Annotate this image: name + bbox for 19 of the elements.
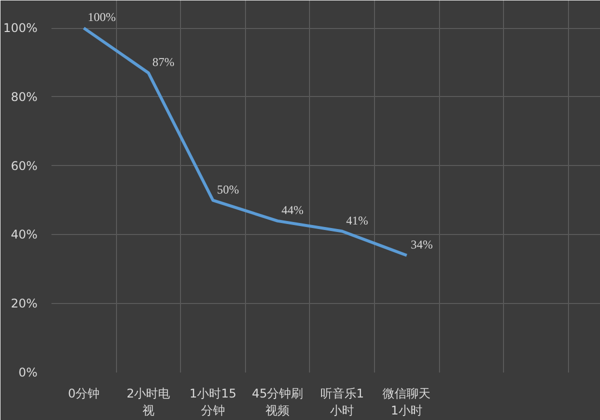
x-tick-label: 微信聊天1小时 bbox=[382, 386, 431, 418]
y-tick-label: 20% bbox=[10, 296, 38, 311]
y-tick-label: 100% bbox=[3, 21, 38, 36]
data-label: 34% bbox=[410, 237, 433, 252]
data-label: 44% bbox=[282, 202, 304, 217]
data-label: 100% bbox=[88, 10, 116, 24]
x-tick-label: 1小时15分钟 bbox=[190, 386, 236, 418]
x-tick-label: 45分钟刷视频 bbox=[252, 386, 304, 418]
data-label: 41% bbox=[346, 213, 368, 228]
y-tick-label: 60% bbox=[10, 158, 38, 173]
data-label: 50% bbox=[216, 182, 239, 196]
x-tick-label: 2小时电视 bbox=[126, 386, 170, 418]
y-tick-label: 0% bbox=[18, 366, 38, 380]
y-tick-label: 40% bbox=[10, 228, 38, 242]
y-tick-label: 80% bbox=[10, 90, 38, 104]
line-series bbox=[82, 26, 408, 257]
x-tick-label: 0分钟 bbox=[68, 386, 100, 400]
data-label: 87% bbox=[152, 54, 174, 69]
x-tick-label: 听音乐1小时 bbox=[320, 386, 364, 418]
